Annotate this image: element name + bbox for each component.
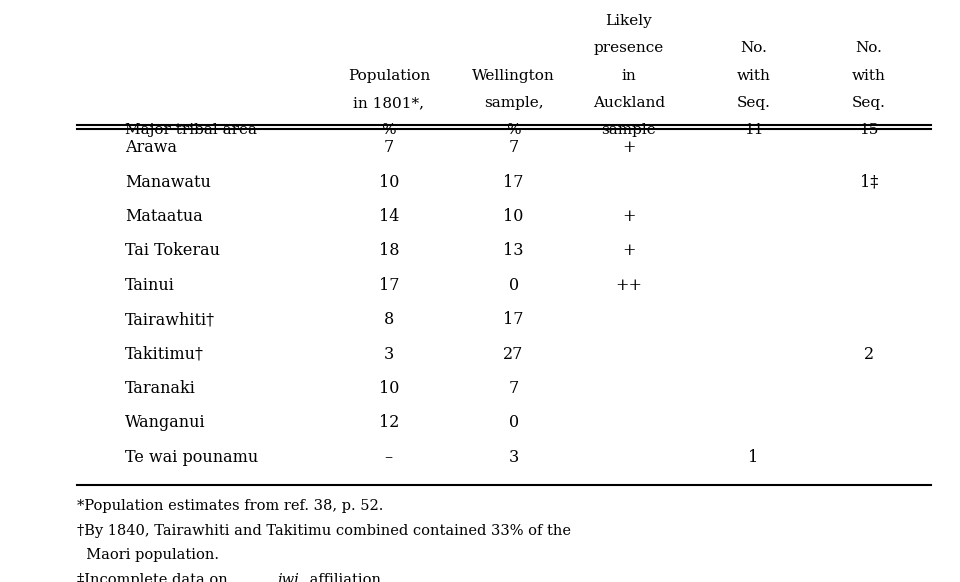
Text: 0: 0 xyxy=(509,277,518,294)
Text: Arawa: Arawa xyxy=(125,139,177,157)
Text: 7: 7 xyxy=(509,139,518,157)
Text: 13: 13 xyxy=(503,243,524,260)
Text: presence: presence xyxy=(593,41,664,55)
Text: †By 1840, Tairawhiti and Takitimu combined contained 33% of the: †By 1840, Tairawhiti and Takitimu combin… xyxy=(77,524,571,538)
Text: 17: 17 xyxy=(503,173,524,191)
Text: Auckland: Auckland xyxy=(592,96,665,110)
Text: Tainui: Tainui xyxy=(125,277,175,294)
Text: ‡Incomplete data on: ‡Incomplete data on xyxy=(77,573,232,582)
Text: 0: 0 xyxy=(509,414,518,431)
Text: 15: 15 xyxy=(859,123,878,137)
Text: Population: Population xyxy=(348,69,430,83)
Text: No.: No. xyxy=(855,41,882,55)
Text: Tai Tokerau: Tai Tokerau xyxy=(125,243,220,260)
Text: 10: 10 xyxy=(378,173,399,191)
Text: 17: 17 xyxy=(378,277,399,294)
Text: 7: 7 xyxy=(509,380,518,397)
Text: 18: 18 xyxy=(378,243,399,260)
Text: iwi: iwi xyxy=(277,573,299,582)
Text: 1: 1 xyxy=(749,449,758,466)
Text: 1‡: 1‡ xyxy=(859,173,878,191)
Text: 10: 10 xyxy=(503,208,524,225)
Text: Major tribal area: Major tribal area xyxy=(125,123,257,137)
Text: affiliation.: affiliation. xyxy=(305,573,386,582)
Text: 3: 3 xyxy=(509,449,518,466)
Text: sample: sample xyxy=(601,123,657,137)
Text: Tairawhiti†: Tairawhiti† xyxy=(125,311,215,328)
Text: 10: 10 xyxy=(378,380,399,397)
Text: Seq.: Seq. xyxy=(852,96,886,110)
Text: 17: 17 xyxy=(503,311,524,328)
Text: +: + xyxy=(622,139,636,157)
Text: in 1801*,: in 1801*, xyxy=(353,96,424,110)
Text: No.: No. xyxy=(740,41,767,55)
Text: sample,: sample, xyxy=(484,96,543,110)
Text: %: % xyxy=(381,123,396,137)
Text: ++: ++ xyxy=(615,277,642,294)
Text: 3: 3 xyxy=(384,346,394,363)
Text: Wanganui: Wanganui xyxy=(125,414,205,431)
Text: Wellington: Wellington xyxy=(472,69,555,83)
Text: 2: 2 xyxy=(864,346,874,363)
Text: %: % xyxy=(506,123,521,137)
Text: in: in xyxy=(621,69,636,83)
Text: Takitimu†: Takitimu† xyxy=(125,346,204,363)
Text: 11: 11 xyxy=(744,123,763,137)
Text: 12: 12 xyxy=(378,414,399,431)
Text: Mataatua: Mataatua xyxy=(125,208,203,225)
Text: with: with xyxy=(736,69,771,83)
Text: –: – xyxy=(385,449,393,466)
Text: with: with xyxy=(852,69,886,83)
Text: 27: 27 xyxy=(503,346,524,363)
Text: 14: 14 xyxy=(378,208,399,225)
Text: +: + xyxy=(622,208,636,225)
Text: Manawatu: Manawatu xyxy=(125,173,210,191)
Text: Maori population.: Maori population. xyxy=(77,548,219,562)
Text: 7: 7 xyxy=(384,139,394,157)
Text: +: + xyxy=(622,243,636,260)
Text: Likely: Likely xyxy=(606,14,652,28)
Text: Seq.: Seq. xyxy=(736,96,771,110)
Text: Te wai pounamu: Te wai pounamu xyxy=(125,449,258,466)
Text: Taranaki: Taranaki xyxy=(125,380,196,397)
Text: *Population estimates from ref. 38, p. 52.: *Population estimates from ref. 38, p. 5… xyxy=(77,499,383,513)
Text: 8: 8 xyxy=(384,311,394,328)
